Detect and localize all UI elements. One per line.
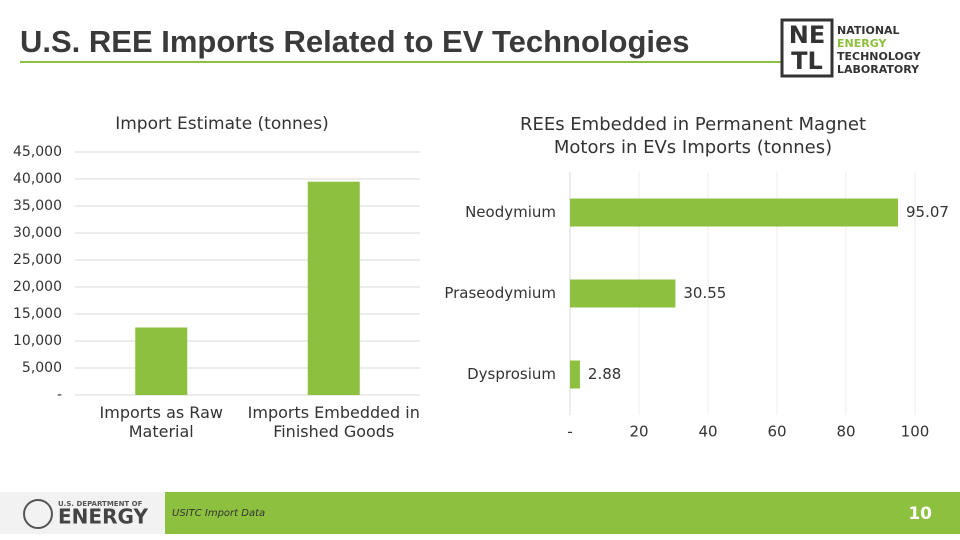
footer-agency: ENERGY xyxy=(58,505,148,529)
value-label: 2.88 xyxy=(588,365,621,383)
x-tick-label: 100 xyxy=(901,423,930,441)
y-tick-label: 10,000 xyxy=(13,333,62,349)
y-tick-label: 30,000 xyxy=(13,225,62,241)
bar xyxy=(135,327,188,395)
logo-text: LABORATORY xyxy=(837,63,920,76)
logo-mark: TL xyxy=(791,47,823,75)
doe-seal xyxy=(23,499,53,529)
value-label: 95.07 xyxy=(906,203,949,221)
y-tick-label: Praseodymium xyxy=(444,284,556,302)
chart-title: REEs Embedded in Permanent Magnet Motors… xyxy=(519,114,867,158)
y-tick-label: 45,000 xyxy=(13,144,62,160)
y-tick-label: 35,000 xyxy=(13,198,62,214)
y-tick-label: Neodymium xyxy=(465,203,556,221)
footer-source: USITC Import Data xyxy=(172,508,265,519)
bar xyxy=(570,360,580,389)
x-tick-label: 40 xyxy=(698,423,717,441)
slide-title: U.S. REE Imports Related to EV Technolog… xyxy=(20,24,689,59)
x-tick-label: 20 xyxy=(629,423,648,441)
x-tick-label: Imports Embedded in Finished Goods xyxy=(247,403,420,441)
chart-title: Import Estimate (tonnes) xyxy=(115,114,329,134)
y-tick-label: - xyxy=(57,387,62,403)
y-tick-label: 40,000 xyxy=(13,171,62,187)
page-number: 10 xyxy=(908,504,932,524)
y-tick-label: 5,000 xyxy=(22,360,62,376)
footer-logo-area xyxy=(0,492,165,534)
y-tick-label: 20,000 xyxy=(13,279,62,295)
logo-text: NATIONAL xyxy=(837,24,900,37)
logo-mark: NE xyxy=(789,21,825,49)
logo-text: ENERGY xyxy=(837,37,887,50)
x-tick-label: - xyxy=(567,423,572,441)
logo-text: TECHNOLOGY xyxy=(837,50,922,63)
x-tick-label: 80 xyxy=(836,423,855,441)
logo-box xyxy=(780,18,834,78)
value-label: 30.55 xyxy=(683,284,726,302)
footer-agency: U.S. DEPARTMENT OF xyxy=(58,500,143,508)
bar xyxy=(570,279,676,308)
bar xyxy=(307,181,360,395)
footer-band xyxy=(165,492,960,534)
x-tick-label: 60 xyxy=(767,423,786,441)
y-tick-label: 25,000 xyxy=(13,252,62,268)
y-tick-label: Dysprosium xyxy=(467,365,556,383)
y-tick-label: 15,000 xyxy=(13,306,62,322)
bar xyxy=(570,198,898,227)
x-tick-label: Imports as Raw Material xyxy=(99,403,223,441)
